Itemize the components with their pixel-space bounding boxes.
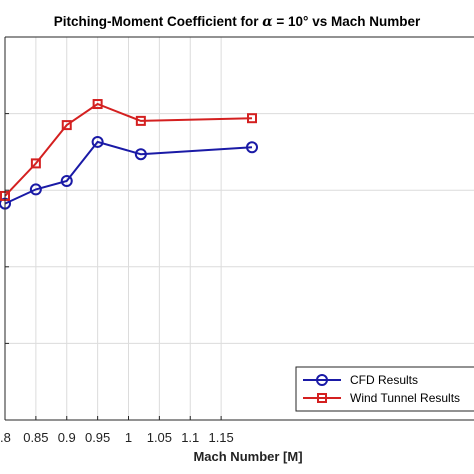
x-tick-label-6: 1.1: [181, 430, 199, 445]
chart-title: Pitching-Moment Coefficient for α = 10° …: [54, 14, 421, 30]
series-layer: [0, 99, 258, 210]
series-1-point-3: [92, 99, 103, 110]
series-1-point-4: [135, 115, 146, 126]
x-tick-label-3: 0.95: [85, 430, 110, 445]
series-0-point-3: [91, 135, 104, 148]
series-1-point-5: [247, 113, 257, 124]
legend-label-wind-tunnel: Wind Tunnel Results: [350, 391, 460, 405]
legend: CFD Results Wind Tunnel Results: [295, 366, 474, 412]
legend-marker-cfd: [316, 374, 328, 386]
legend-box: [295, 366, 474, 412]
plot-area: [5, 37, 474, 420]
x-axis-label: Mach Number [M]: [193, 449, 302, 464]
series-0-point-1: [29, 183, 42, 196]
grid: [4, 37, 474, 420]
series-1-point-2: [61, 120, 72, 131]
series-0-point-5: [246, 141, 258, 154]
x-tick-label-2: 0.9: [58, 430, 76, 445]
series-1-point-1: [30, 158, 41, 169]
legend-label-cfd: CFD Results: [350, 373, 418, 387]
x-tick-label-5: 1.05: [147, 430, 172, 445]
x-tick-label-7: 1.15: [208, 430, 233, 445]
chart-title-prefix: Pitching-Moment Coefficient for: [54, 14, 263, 29]
x-axis-ticks: .8 0.85 0.9 0.95 1 1.05 1.1 1.15: [0, 113, 234, 445]
series-line-1: [4, 102, 253, 197]
x-tick-label-0: .8: [0, 430, 11, 445]
series-0-point-2: [60, 175, 73, 188]
chart-title-suffix: = 10° vs Mach Number: [273, 14, 421, 29]
series-0-point-4: [134, 148, 147, 161]
chart-title-symbol: α: [262, 14, 273, 30]
x-tick-label-1: 0.85: [23, 430, 48, 445]
x-tick-label-4: 1: [125, 430, 132, 445]
legend-marker-wind-tunnel: [317, 393, 327, 403]
